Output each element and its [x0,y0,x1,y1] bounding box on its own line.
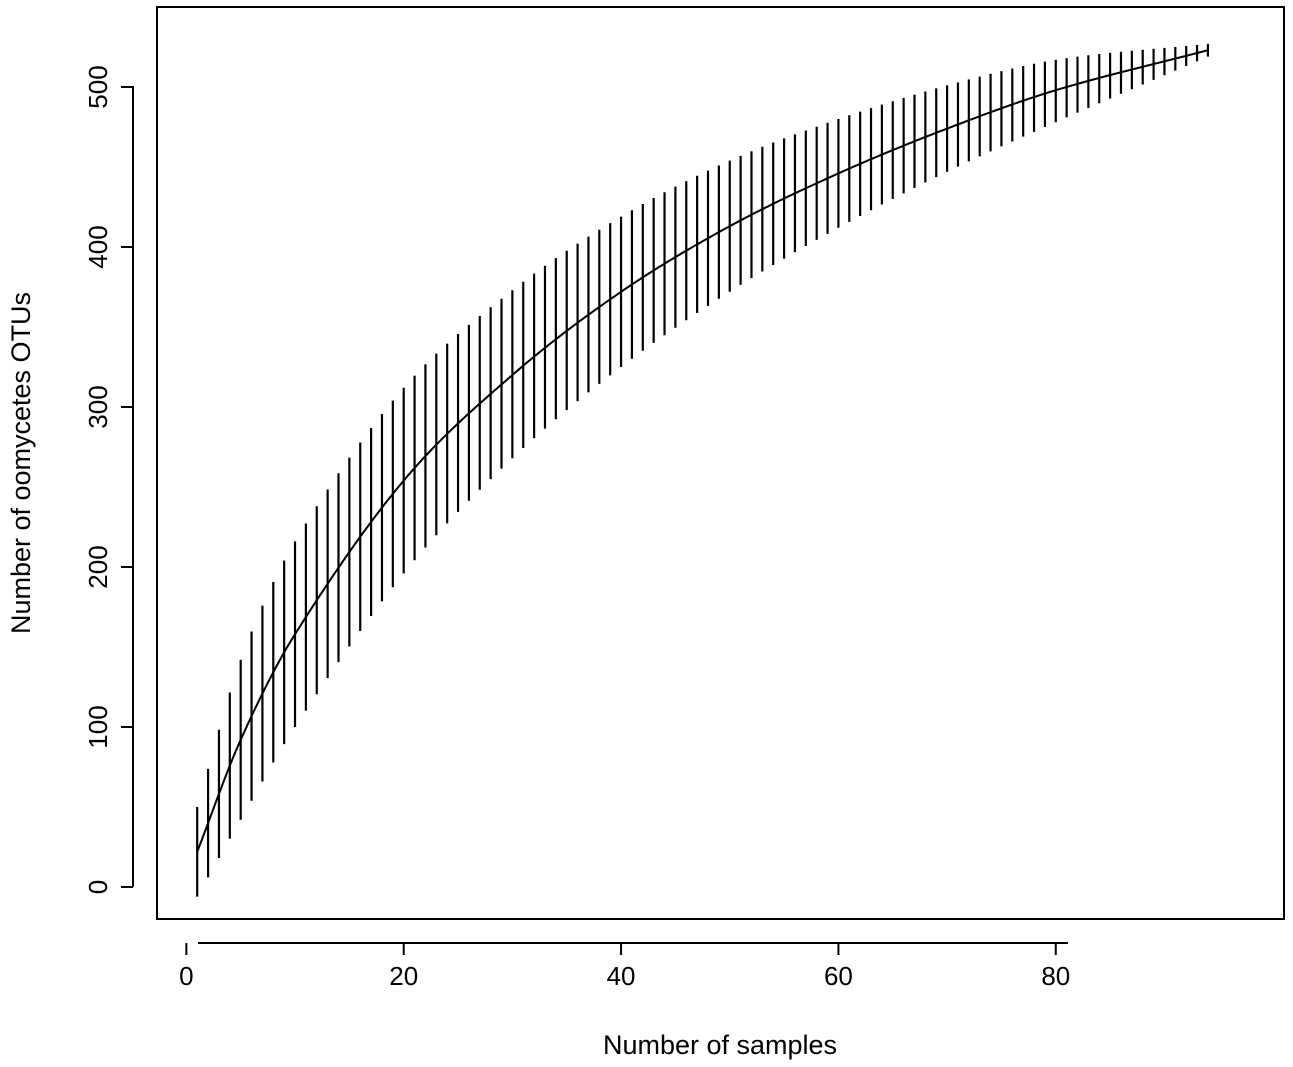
y-axis: 0 100 200 300 400 500 [83,65,134,894]
y-tick-label: 500 [83,65,113,108]
x-tick-label: 0 [179,961,193,991]
y-tick-label: 400 [83,225,113,268]
x-tick-label: 20 [389,961,418,991]
y-axis-label: Number of oomycetes OTUs [6,292,36,634]
error-bars [196,43,1210,897]
y-tick-label: 200 [83,545,113,588]
plot-frame [156,6,1285,920]
mean-curve [196,49,1209,853]
x-axis-label: Number of samples [603,1030,837,1060]
y-tick-label: 300 [83,385,113,428]
x-axis: 0 20 40 60 80 [179,942,1070,991]
x-tick-label: 40 [607,961,636,991]
x-tick-label: 60 [824,961,853,991]
y-tick-label: 100 [83,705,113,748]
y-tick-label: 0 [83,880,113,894]
x-tick-label: 80 [1041,961,1070,991]
